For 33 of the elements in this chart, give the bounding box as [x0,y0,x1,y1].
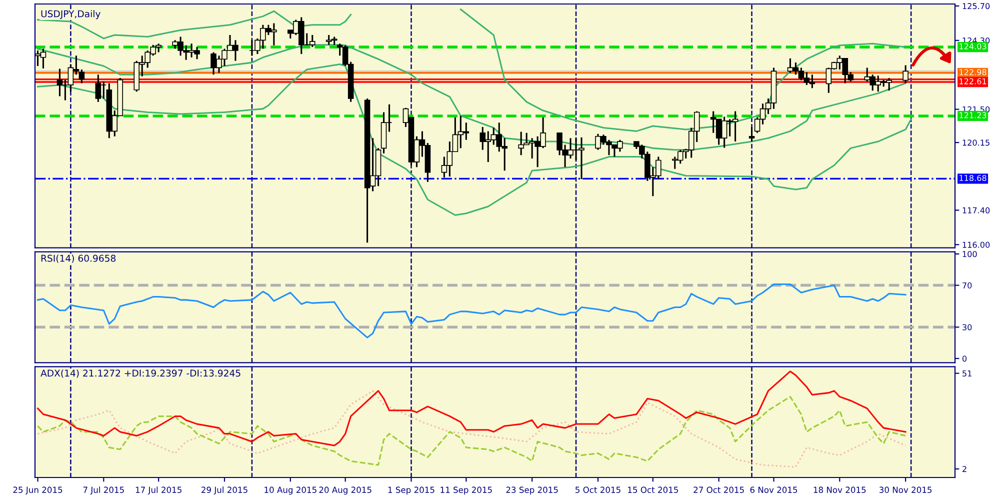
ref-line-label: 122.61 [960,78,986,84]
y-tick-label: 30 [962,324,972,330]
y-tick-label: 125.70 [962,3,990,10]
y-tick-label: 117.40 [962,207,990,214]
x-tick-label: 30 Nov 2015 [880,486,932,493]
y-tick-label: 70 [962,282,972,288]
ref-line-label: 124.03 [960,43,986,50]
x-tick-label: 15 Oct 2015 [628,486,678,493]
x-tick-label: 6 Nov 2015 [750,486,798,493]
x-tick-label: 11 Sep 2015 [440,486,492,495]
x-tick-label: 18 Nov 2015 [814,486,866,493]
ref-line-label: 122.98 [960,69,986,76]
chart-title: ADX(14) 21.1272 +DI:19.2397 -DI:13.9245 [40,369,240,378]
y-tick-label: 51 [962,370,972,376]
x-tick-label: 20 Aug 2015 [319,486,372,495]
x-tick-label: 27 Oct 2015 [694,486,744,493]
text: USDJPY,Daily [41,10,100,20]
x-tick-label: 29 Jul 2015 [202,486,248,495]
y-tick-label: 2 [962,466,966,472]
y-tick-label: 100 [962,251,977,258]
ref-line-label: 118.68 [960,174,986,182]
ref-line-label: 121.23 [960,112,986,118]
x-tick-label: 1 Sep 2015 [388,486,434,495]
x-tick-label: 25 Jun 2015 [13,486,62,495]
x-tick-label: 17 Jul 2015 [136,486,182,495]
x-tick-label: 10 Aug 2015 [264,486,316,495]
chart-title: RSI(14) 60.9658 [41,254,116,263]
x-tick-label: 7 Jul 2015 [83,486,124,495]
y-tick-label: 0 [962,356,967,362]
x-tick-label: 23 Sep 2015 [506,486,558,495]
y-tick-label: 116.00 [962,242,990,248]
x-tick-label: 5 Oct 2015 [576,486,620,493]
y-tick-label: 120.15 [962,140,990,146]
